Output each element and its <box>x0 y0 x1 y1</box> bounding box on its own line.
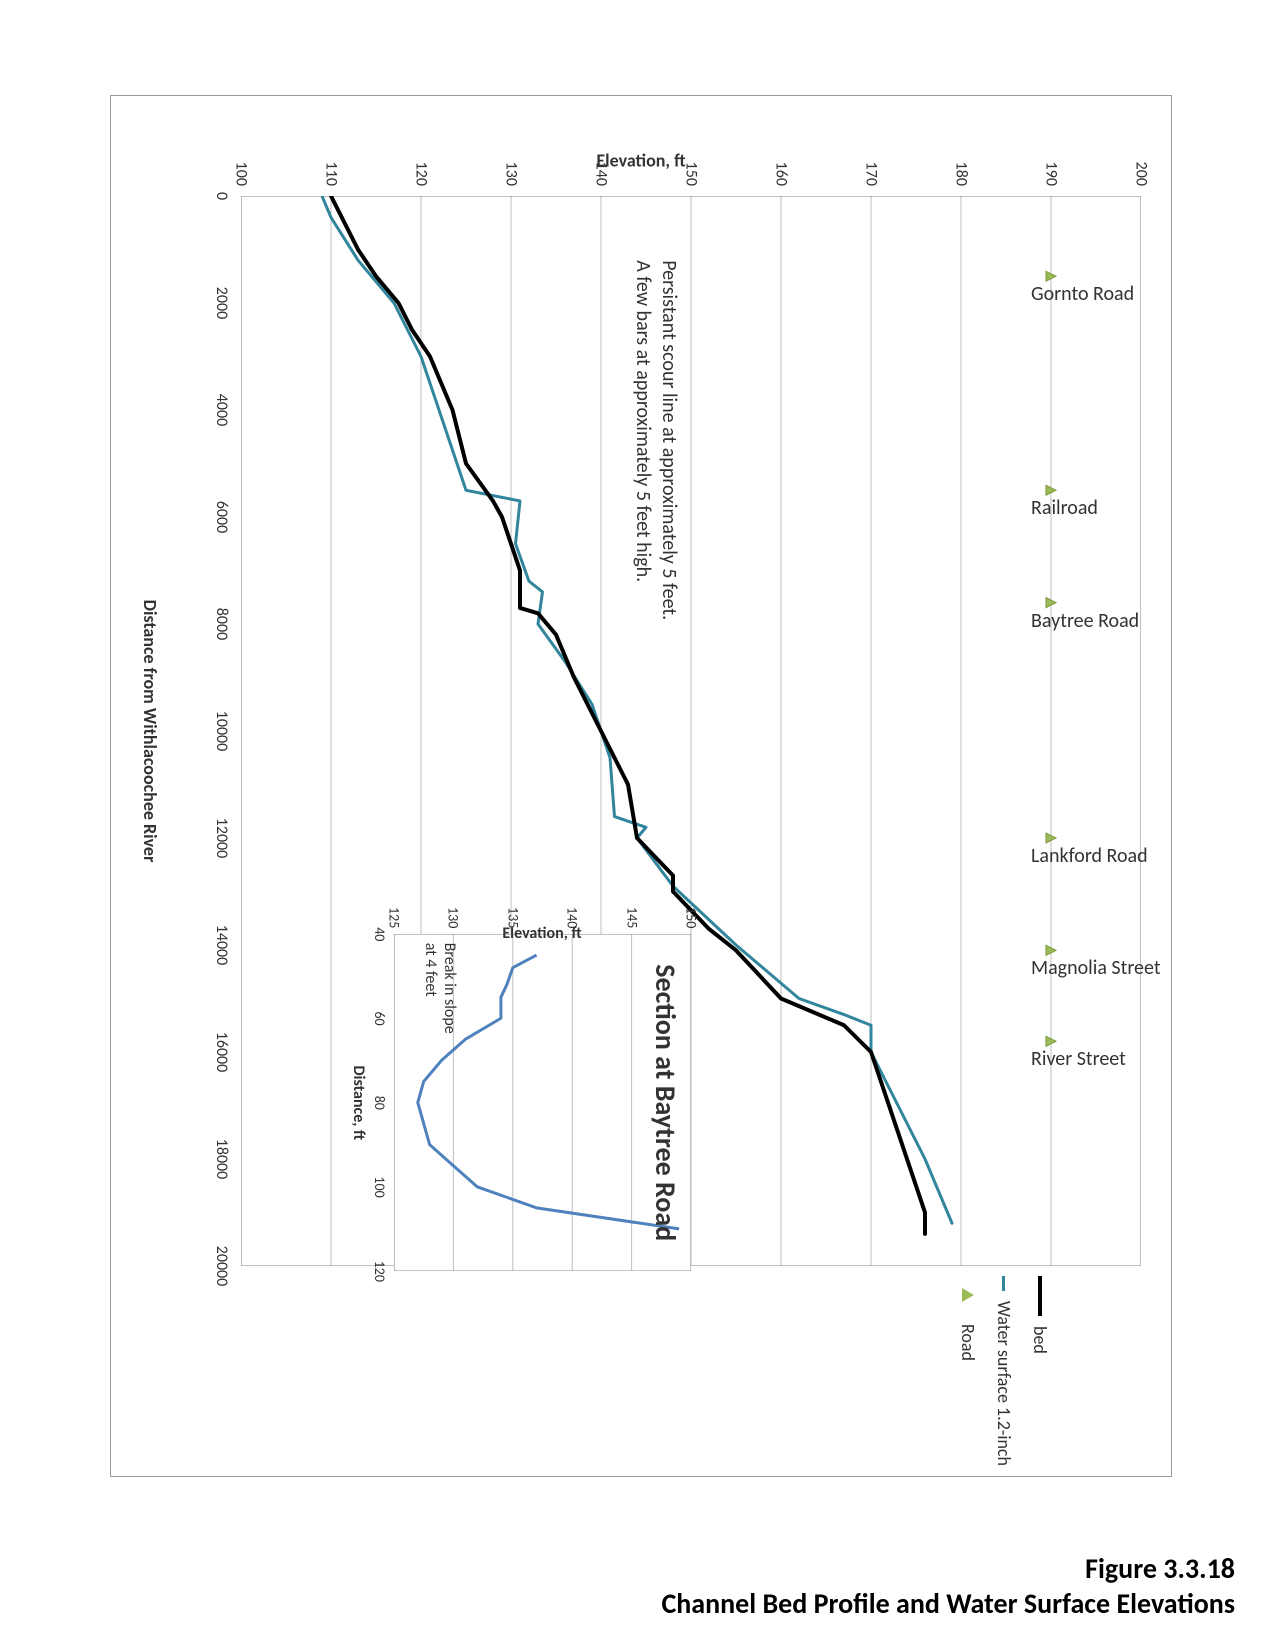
y-tick-label: 170 <box>862 146 881 186</box>
legend-label-bed: bed <box>1029 1326 1051 1354</box>
y-tick-label: 190 <box>1042 146 1061 186</box>
inset-y-tick: 135 <box>504 898 521 928</box>
inset-title: Section at Baytree Road <box>648 964 683 1241</box>
y-tick-label: 160 <box>772 146 791 186</box>
legend-entry-bed: bed <box>1029 1276 1051 1466</box>
x-tick-label: 4000 <box>212 394 231 426</box>
caption-line-2: Channel Bed Profile and Water Surface El… <box>661 1586 1235 1621</box>
inset-y-tick: 140 <box>564 898 581 928</box>
y-tick-label: 180 <box>952 146 971 186</box>
x-tick-label: 8000 <box>212 608 231 640</box>
y-tick-label: 130 <box>502 146 521 186</box>
inset-chart: Section at Baytree Road Elevation, ft Di… <box>394 934 691 1271</box>
y-tick-label: 120 <box>412 146 431 186</box>
legend-entry-road: Road <box>957 1276 979 1466</box>
legend-entry-water: Water surface 1.2-inch <box>993 1276 1015 1466</box>
x-tick-label: 6000 <box>212 501 231 533</box>
inset-x-tick: 60 <box>371 1011 388 1025</box>
x-tick-label: 14000 <box>212 925 231 966</box>
road-label: Gornto Road <box>1031 282 1134 306</box>
y-tick-label: 200 <box>1132 146 1151 186</box>
legend-swatch-road <box>962 1288 974 1302</box>
inset-x-tick: 100 <box>371 1176 388 1197</box>
road-label: Lankford Road <box>1031 844 1148 868</box>
chart-frame: Elevation, ft Distance from Withlacooche… <box>110 95 1172 1477</box>
y-tick-label: 150 <box>682 146 701 186</box>
inset-x-tick: 40 <box>371 927 388 941</box>
x-tick-label: 20000 <box>212 1246 231 1287</box>
plot-area: Gornto RoadRailroadBaytree RoadLankford … <box>241 196 1141 1266</box>
y-tick-label: 140 <box>592 146 611 186</box>
annotation-text: Persistant scour line at approximately 5… <box>630 260 682 620</box>
road-label: River Street <box>1031 1047 1126 1071</box>
inset-x-tick: 120 <box>371 1261 388 1282</box>
legend: bed Water surface 1.2-inch Road <box>943 1276 1051 1466</box>
x-tick-label: 16000 <box>212 1032 231 1073</box>
y-tick-label: 110 <box>322 146 341 186</box>
road-label: Magnolia Street <box>1031 956 1161 980</box>
inset-y-tick: 145 <box>623 898 640 928</box>
chart-inner: Elevation, ft Distance from Withlacooche… <box>111 96 1171 1476</box>
x-tick-label: 12000 <box>212 818 231 859</box>
legend-swatch-bed <box>1038 1276 1042 1316</box>
y-tick-label: 100 <box>232 146 251 186</box>
legend-label-water: Water surface 1.2-inch <box>993 1301 1015 1466</box>
main-x-axis-label: Distance from Withlacoochee River <box>139 196 161 1266</box>
rotated-content: Elevation, ft Distance from Withlacooche… <box>111 96 1171 1476</box>
inset-y-tick: 125 <box>386 898 403 928</box>
inset-x-tick: 80 <box>371 1096 388 1110</box>
inset-y-tick: 130 <box>445 898 462 928</box>
x-tick-label: 18000 <box>212 1139 231 1180</box>
x-tick-label: 2000 <box>212 287 231 319</box>
inset-annotation: Break in slopeat 4 feet <box>421 943 459 1034</box>
x-tick-label: 10000 <box>212 711 231 752</box>
figure-caption: Figure 3.3.18 Channel Bed Profile and Wa… <box>661 1551 1235 1621</box>
inset-y-tick: 150 <box>683 898 700 928</box>
inset-x-axis-label: Distance, ft <box>349 934 368 1271</box>
road-label: Baytree Road <box>1031 609 1139 633</box>
page: Elevation, ft Distance from Withlacooche… <box>0 0 1275 1651</box>
road-label: Railroad <box>1031 496 1098 520</box>
legend-label-road: Road <box>957 1324 979 1361</box>
x-tick-label: 0 <box>212 192 231 200</box>
legend-swatch-water <box>1003 1276 1006 1291</box>
caption-line-1: Figure 3.3.18 <box>661 1551 1235 1586</box>
